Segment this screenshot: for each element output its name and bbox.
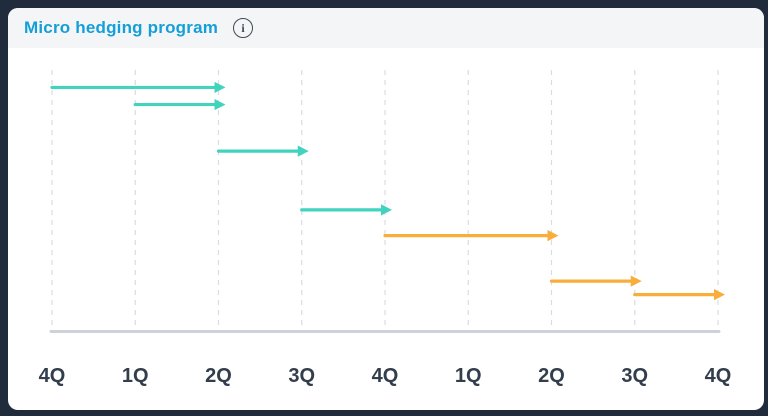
teal-arrows-head (297, 145, 309, 157)
x-tick-label: 1Q (455, 365, 482, 387)
micro-hedging-card: Micro hedging program i 4Q 1Q 2Q 3Q 4Q 1Q 2Q 3Q… (8, 8, 764, 410)
orange-arrows-head (714, 289, 725, 301)
x-tick-label: 4Q (372, 365, 399, 387)
info-icon[interactable]: i (233, 18, 254, 38)
x-tick-label: 1Q (122, 365, 149, 387)
teal-arrows-head (381, 204, 392, 216)
orange-arrows-head (630, 275, 642, 287)
timeline-chart-svg: 4Q 1Q 2Q 3Q 4Q 1Q 2Q 3Q 4Q (39, 70, 732, 387)
timeline-chart: 4Q 1Q 2Q 3Q 4Q 1Q 2Q 3Q 4Q (8, 48, 764, 410)
x-tick-label: 2Q (538, 365, 565, 387)
page-title: Micro hedging program (24, 18, 219, 37)
orange-arrows-head (547, 230, 559, 242)
teal-arrows-head (214, 98, 226, 111)
x-tick-label: 3Q (288, 365, 315, 387)
teal-arrows-head (214, 81, 226, 94)
x-tick-label: 3Q (621, 365, 648, 387)
x-tick-label: 2Q (205, 365, 232, 387)
x-tick-label: 4Q (39, 365, 66, 387)
card-header: Micro hedging program i (8, 8, 764, 48)
x-tick-label: 4Q (705, 365, 732, 387)
